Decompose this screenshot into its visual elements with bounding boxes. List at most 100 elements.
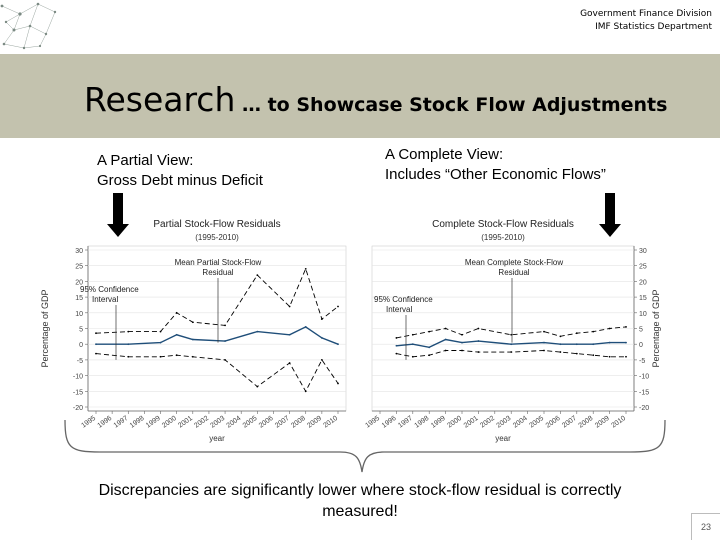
annotation-ci-line-1: 95% Confidence: [80, 285, 139, 294]
data-point: [337, 343, 339, 346]
data-point: [428, 346, 431, 349]
y-tick-label: -10: [639, 374, 649, 381]
data-point: [559, 343, 562, 346]
y-tick-label: 25: [75, 264, 83, 271]
data-point: [95, 352, 97, 355]
complete-view-line-1: A Complete View:: [385, 146, 504, 163]
data-point: [575, 352, 578, 355]
caption: Discrepancies are significantly lower wh…: [98, 482, 622, 520]
partial-view-label: A Partial View: Gross Debt minus Deficit: [97, 151, 263, 191]
slide-title: Research … to Showcase Stock Flow Adjust…: [84, 80, 667, 119]
data-point: [625, 326, 627, 328]
data-point: [444, 349, 447, 352]
header-division: Government Finance Division IMF Statisti…: [580, 8, 712, 34]
data-point: [395, 344, 398, 347]
y-tick-label: 30: [639, 248, 647, 255]
y-tick-label: -15: [73, 389, 83, 396]
data-point: [224, 340, 226, 342]
data-point: [608, 355, 611, 358]
data-point: [411, 355, 414, 358]
complete-view-line-2: Includes “Other Economic Flows”: [385, 166, 606, 183]
data-point: [608, 327, 611, 330]
chart-subtitle: (1995-2010): [481, 233, 525, 242]
x-axis-title: year: [495, 434, 511, 443]
slide-title-rest: … to Showcase Stock Flow Adjustments: [235, 94, 668, 116]
data-point: [510, 343, 513, 346]
data-point: [625, 355, 627, 358]
page-number: 23: [691, 513, 720, 540]
data-point: [575, 343, 578, 346]
down-arrow-icon: [107, 193, 129, 237]
annotation-ci-line-2: Interval: [92, 295, 118, 304]
data-point: [559, 351, 562, 353]
annotation-ci-line-1: 95% Confidence: [374, 295, 433, 304]
data-point: [411, 333, 414, 336]
data-point: [428, 354, 431, 357]
data-point: [191, 338, 194, 341]
chart-title: Complete Stock-Flow Residuals: [432, 219, 574, 230]
data-point: [175, 333, 178, 336]
logo-network-graphic: [0, 2, 57, 50]
data-point: [625, 341, 627, 344]
y-tick-label: -20: [73, 405, 83, 412]
header-line-2: IMF Statistics Department: [595, 22, 712, 32]
data-point: [320, 318, 323, 320]
lower-bound-line: [95, 353, 339, 393]
data-point: [191, 321, 194, 324]
data-point: [592, 330, 595, 333]
data-point: [127, 355, 130, 358]
annotation-ci-line-2: Interval: [386, 305, 412, 314]
data-point: [304, 390, 307, 393]
data-point: [159, 341, 162, 344]
data-point: [175, 311, 178, 314]
y-tick-label: 0: [79, 342, 83, 349]
data-point: [510, 333, 513, 336]
partial-view-line-1: A Partial View:: [97, 152, 194, 169]
data-point: [95, 332, 97, 335]
y-tick-label: 20: [75, 279, 83, 286]
data-point: [127, 343, 130, 346]
y-tick-label: -10: [73, 374, 83, 381]
header-line-1: Government Finance Division: [580, 9, 712, 19]
y-axis-title: Percentage of GDP: [40, 289, 50, 367]
curly-brace: [64, 419, 666, 473]
data-point: [320, 359, 323, 361]
chart-subtitle: (1995-2010): [195, 233, 239, 242]
data-point: [95, 343, 97, 346]
y-tick-label: -15: [639, 389, 649, 396]
data-point: [477, 351, 480, 353]
data-point: [175, 354, 178, 357]
y-tick-label: -20: [639, 405, 649, 412]
y-tick-label: 10: [75, 311, 83, 318]
y-tick-label: 10: [639, 311, 647, 318]
data-point: [127, 330, 130, 333]
y-axis-title: Percentage of GDP: [651, 289, 661, 367]
data-point: [543, 349, 545, 352]
data-point: [159, 355, 162, 358]
y-tick-label: -5: [639, 358, 645, 365]
data-point: [395, 352, 398, 355]
data-point: [592, 343, 595, 346]
data-point: [411, 343, 414, 346]
annotation-mean-line-2: Residual: [202, 268, 233, 277]
data-point: [288, 362, 291, 364]
data-point: [461, 349, 463, 352]
data-point: [575, 332, 578, 335]
data-point: [444, 338, 447, 341]
y-tick-label: 20: [639, 279, 647, 286]
data-point: [224, 359, 226, 361]
data-point: [510, 351, 513, 353]
chart-title: Partial Stock-Flow Residuals: [153, 219, 280, 230]
data-point: [543, 341, 545, 344]
annotation-mean-line-2: Residual: [498, 268, 529, 277]
data-point: [256, 330, 259, 333]
mean-line: [96, 326, 339, 345]
y-tick-label: -5: [77, 358, 83, 365]
data-point: [320, 337, 323, 339]
y-tick-label: 0: [639, 342, 643, 349]
data-point: [191, 355, 194, 358]
data-point: [395, 337, 398, 339]
data-point: [428, 330, 431, 333]
slide-title-main: Research: [84, 80, 236, 119]
